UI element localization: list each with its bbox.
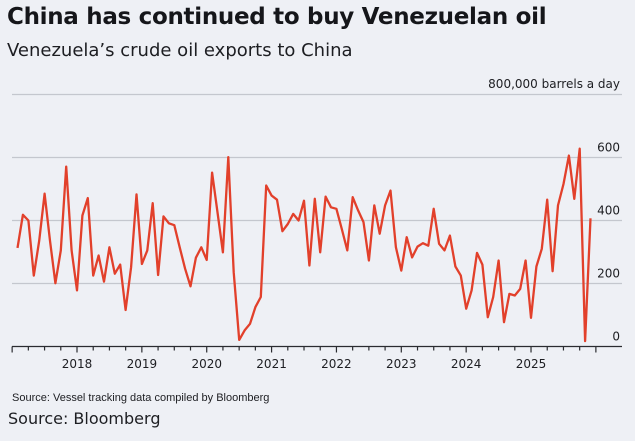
x-tick-label: 2023 <box>386 357 417 371</box>
source-credit: Source: Bloomberg <box>8 409 161 428</box>
data-note: Source: Vessel tracking data compiled by… <box>12 392 270 404</box>
x-tick-label: 2024 <box>451 357 482 371</box>
x-tick-label: 2019 <box>127 357 158 371</box>
x-tick-label: 2018 <box>62 357 93 371</box>
series-line <box>16 147 592 343</box>
x-tick-label: 2025 <box>516 357 547 371</box>
unit-label: 800,000 barrels a day <box>488 77 620 91</box>
chart-title: China has continued to buy Venezuelan oi… <box>7 4 547 30</box>
x-tick-label: 2021 <box>256 357 287 371</box>
x-tick-label: 2020 <box>191 357 222 371</box>
y-tick-label: 0 <box>612 330 620 344</box>
x-tick-label: 2022 <box>321 357 352 371</box>
chart-subtitle: Venezuela’s crude oil exports to China <box>7 40 353 61</box>
y-tick-label: 600 <box>597 141 620 155</box>
y-tick-label: 400 <box>597 204 620 218</box>
y-tick-label: 200 <box>597 267 620 281</box>
